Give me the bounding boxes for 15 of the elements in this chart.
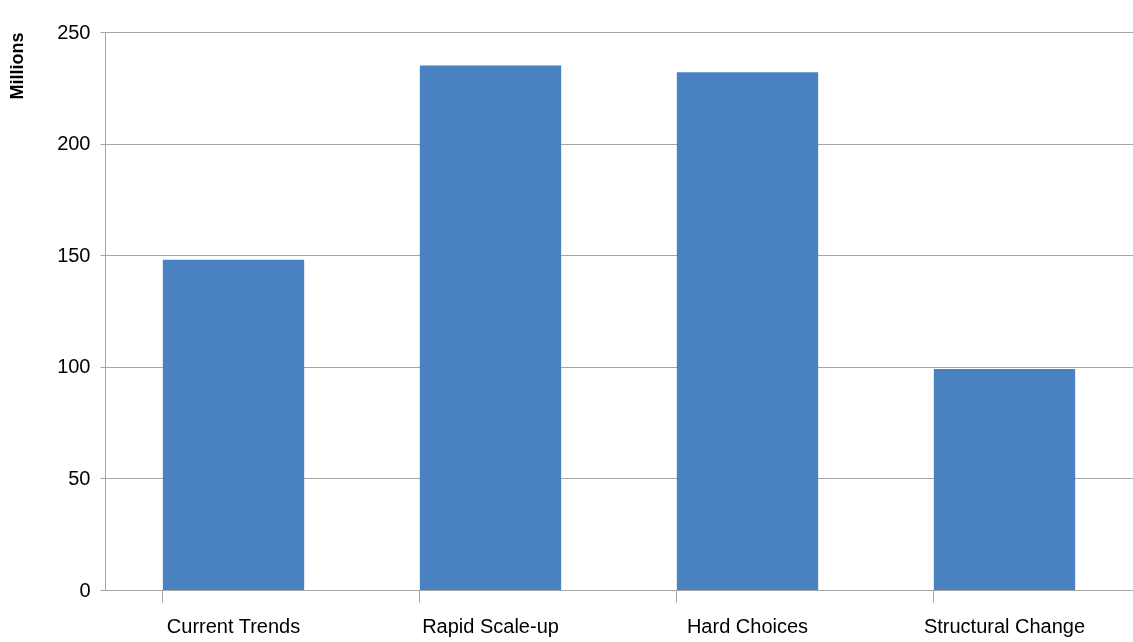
bar — [933, 369, 1076, 590]
bar — [419, 65, 562, 590]
y-tick-label: 200 — [57, 132, 91, 155]
y-tick-label: 150 — [57, 243, 91, 266]
x-tick-label: Hard Choices — [686, 614, 809, 637]
x-tick-label: Structural Change — [923, 614, 1086, 637]
x-tick-label: Current Trends — [166, 614, 301, 637]
y-tick-label: 100 — [57, 355, 91, 378]
y-axis-title: Millions — [7, 32, 28, 100]
y-tick-label: 50 — [68, 466, 91, 489]
bar — [676, 72, 819, 590]
x-tick-label: Rapid Scale-up — [422, 614, 559, 637]
y-tick-label: 0 — [79, 578, 91, 601]
y-tick-label: 250 — [57, 20, 91, 43]
bar — [162, 259, 305, 590]
